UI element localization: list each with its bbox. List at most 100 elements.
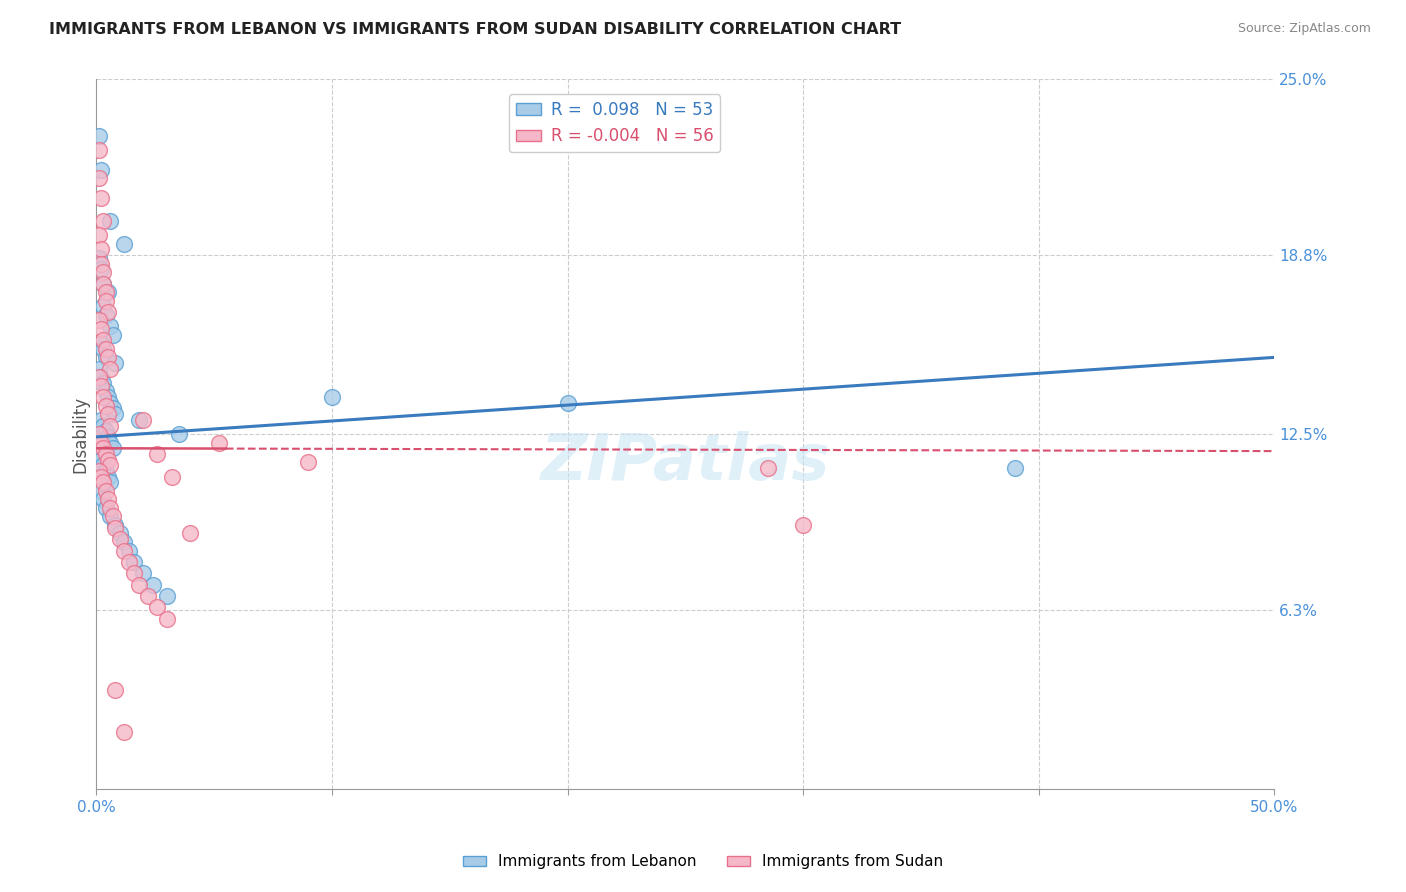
Legend: Immigrants from Lebanon, Immigrants from Sudan: Immigrants from Lebanon, Immigrants from… bbox=[457, 848, 949, 875]
Point bbox=[208, 435, 231, 450]
Point bbox=[98, 319, 121, 334]
Point bbox=[91, 214, 114, 228]
Text: ZIPatlas: ZIPatlas bbox=[540, 432, 830, 493]
Point bbox=[90, 257, 112, 271]
Point bbox=[94, 384, 117, 399]
Point bbox=[90, 435, 112, 450]
Point bbox=[98, 500, 121, 515]
Point bbox=[1004, 461, 1026, 475]
Point bbox=[142, 577, 165, 591]
Point bbox=[91, 475, 114, 490]
Point bbox=[108, 532, 131, 546]
Point bbox=[91, 342, 114, 356]
Point bbox=[90, 452, 112, 467]
Point bbox=[94, 399, 117, 413]
Point bbox=[90, 322, 112, 336]
Point bbox=[91, 418, 114, 433]
Point bbox=[94, 285, 117, 299]
Point bbox=[132, 413, 155, 427]
Point bbox=[128, 577, 150, 591]
Point bbox=[104, 356, 127, 370]
Point bbox=[97, 492, 120, 507]
Point bbox=[91, 442, 114, 456]
Point bbox=[98, 509, 121, 524]
Point bbox=[122, 555, 145, 569]
Point bbox=[87, 370, 110, 384]
Point bbox=[94, 342, 117, 356]
Point bbox=[118, 543, 141, 558]
Point bbox=[94, 483, 117, 498]
Point bbox=[90, 243, 112, 257]
Point bbox=[114, 543, 136, 558]
Point bbox=[101, 401, 124, 416]
Point bbox=[104, 682, 127, 697]
Point bbox=[104, 521, 127, 535]
Point bbox=[132, 566, 155, 581]
Point bbox=[87, 313, 110, 327]
Point bbox=[104, 407, 127, 421]
Point bbox=[87, 251, 110, 265]
Point bbox=[792, 518, 814, 533]
Text: Source: ZipAtlas.com: Source: ZipAtlas.com bbox=[1237, 22, 1371, 36]
Point bbox=[118, 555, 141, 569]
Point bbox=[94, 500, 117, 515]
Point bbox=[87, 143, 110, 157]
Point bbox=[91, 492, 114, 507]
Point bbox=[146, 447, 169, 461]
Point bbox=[91, 390, 114, 404]
Point bbox=[94, 293, 117, 308]
Point bbox=[91, 277, 114, 291]
Point bbox=[91, 299, 114, 313]
Point bbox=[94, 464, 117, 478]
Point bbox=[114, 236, 136, 251]
Point bbox=[97, 407, 120, 421]
Point bbox=[90, 162, 112, 177]
Point bbox=[91, 458, 114, 473]
Point bbox=[97, 430, 120, 444]
Point bbox=[91, 277, 114, 291]
Y-axis label: Disability: Disability bbox=[72, 395, 89, 473]
Point bbox=[87, 171, 110, 186]
Point bbox=[90, 469, 112, 483]
Point bbox=[122, 566, 145, 581]
Point bbox=[97, 452, 120, 467]
Point bbox=[97, 351, 120, 365]
Point bbox=[104, 518, 127, 533]
Point bbox=[90, 336, 112, 351]
Point bbox=[90, 370, 112, 384]
Point bbox=[87, 464, 110, 478]
Point bbox=[91, 334, 114, 348]
Point bbox=[321, 390, 343, 404]
Point bbox=[98, 418, 121, 433]
Point bbox=[114, 725, 136, 739]
Point bbox=[136, 589, 159, 603]
Point bbox=[87, 361, 110, 376]
Point bbox=[94, 308, 117, 322]
Point bbox=[101, 327, 124, 342]
Point bbox=[98, 396, 121, 410]
Point bbox=[94, 447, 117, 461]
Point bbox=[114, 535, 136, 549]
Point bbox=[90, 483, 112, 498]
Point bbox=[297, 455, 319, 469]
Point bbox=[87, 228, 110, 243]
Point bbox=[108, 526, 131, 541]
Legend: R =  0.098   N = 53, R = -0.004   N = 56: R = 0.098 N = 53, R = -0.004 N = 56 bbox=[509, 95, 720, 152]
Point bbox=[98, 475, 121, 490]
Point bbox=[97, 305, 120, 319]
Point bbox=[98, 361, 121, 376]
Point bbox=[160, 469, 183, 483]
Point bbox=[94, 351, 117, 365]
Text: IMMIGRANTS FROM LEBANON VS IMMIGRANTS FROM SUDAN DISABILITY CORRELATION CHART: IMMIGRANTS FROM LEBANON VS IMMIGRANTS FR… bbox=[49, 22, 901, 37]
Point bbox=[90, 413, 112, 427]
Point bbox=[156, 612, 179, 626]
Point bbox=[179, 526, 201, 541]
Point bbox=[97, 390, 120, 404]
Point bbox=[97, 469, 120, 483]
Point bbox=[167, 427, 190, 442]
Point bbox=[128, 413, 150, 427]
Point bbox=[87, 447, 110, 461]
Point bbox=[557, 396, 579, 410]
Point bbox=[90, 191, 112, 205]
Point bbox=[97, 285, 120, 299]
